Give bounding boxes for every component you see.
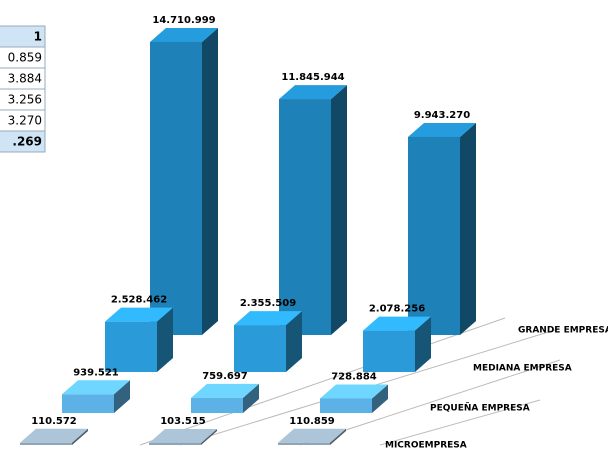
table-text: 3.256 xyxy=(8,93,42,107)
value-label: 2.355.509 xyxy=(240,298,296,309)
value-label: 9.943.270 xyxy=(414,110,470,121)
bar-top xyxy=(191,383,259,398)
bar-top xyxy=(149,428,217,443)
bar-side xyxy=(157,307,173,372)
bar-top xyxy=(279,85,347,100)
bar-top xyxy=(278,428,346,443)
value-label: 110.859 xyxy=(289,416,335,427)
legend-label: PEQUEÑA EMPRESA xyxy=(430,403,530,414)
bar-side xyxy=(114,380,130,413)
value-label: 939.521 xyxy=(73,367,119,378)
bar xyxy=(62,394,114,413)
bar xyxy=(234,325,286,372)
table-text: 1 xyxy=(34,30,42,44)
bar-top xyxy=(62,380,130,395)
bar xyxy=(149,442,201,445)
bar xyxy=(105,321,157,372)
value-label: 728.884 xyxy=(331,371,377,382)
table-text: 3.270 xyxy=(8,114,42,128)
value-label: 2.528.462 xyxy=(111,295,167,306)
value-label: 14.710.999 xyxy=(152,15,215,26)
bar xyxy=(363,330,415,372)
bar xyxy=(408,136,460,335)
bar xyxy=(191,397,243,413)
bar-side xyxy=(286,311,302,372)
value-label: 2.078.256 xyxy=(369,304,425,315)
value-label: 103.515 xyxy=(160,416,206,427)
bar-side xyxy=(331,85,347,335)
value-label: 759.697 xyxy=(202,371,248,382)
bar-top xyxy=(234,311,302,326)
bar-top xyxy=(105,307,173,322)
bar-top xyxy=(408,122,476,137)
bar-side xyxy=(460,122,476,335)
table-cell xyxy=(0,130,46,153)
bar-side xyxy=(243,383,259,413)
table-text: 0.859 xyxy=(8,51,42,65)
bar-side xyxy=(72,428,88,445)
legend-label: GRANDE EMPRESA xyxy=(518,326,608,336)
bar-side xyxy=(372,384,388,413)
value-label: 110.572 xyxy=(31,416,77,427)
bar xyxy=(279,99,331,335)
bar-top xyxy=(150,28,218,42)
bar-side xyxy=(415,316,431,372)
bar-top xyxy=(363,316,431,331)
value-label: 11.845.944 xyxy=(281,72,344,83)
legend-label: MICROEMPRESA xyxy=(385,441,467,449)
bar-top xyxy=(20,428,88,443)
table-text: .269 xyxy=(12,135,42,149)
bar xyxy=(150,42,202,335)
bar-side xyxy=(330,428,346,445)
table-text: 3.884 xyxy=(8,72,42,86)
legend-label: MEDIANA EMPRESA xyxy=(473,364,572,374)
bar-top xyxy=(320,384,388,399)
bar-side xyxy=(201,428,217,445)
bar-side xyxy=(202,28,218,335)
bar xyxy=(20,442,72,445)
bar xyxy=(278,442,330,445)
bar xyxy=(320,398,372,413)
